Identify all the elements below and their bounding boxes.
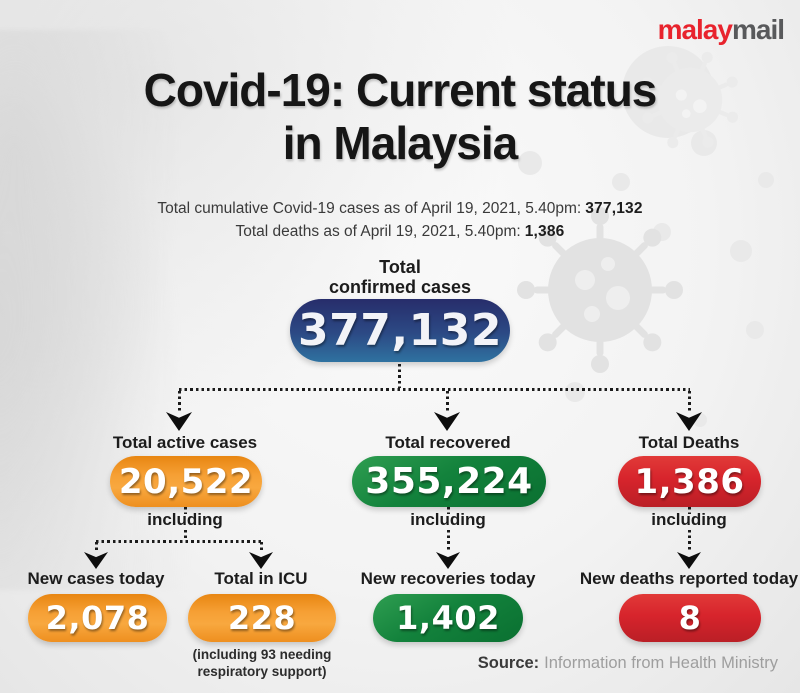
virus-icon [517, 207, 683, 373]
total-confirmed-value: 377,132 [298, 305, 502, 356]
root-node-label: Total confirmed cases [328, 257, 472, 297]
connector-deaths-vertical [688, 391, 691, 412]
source-text: Information from Health Ministry [544, 654, 778, 672]
active-cases-label: Total active cases [112, 433, 258, 452]
connector-active-vertical [178, 391, 181, 412]
new-deaths-value: 8 [678, 599, 702, 637]
summary-cases-value: 377,132 [585, 200, 643, 217]
connector-newcases-vertical [95, 542, 98, 553]
active-cases-pill: 20,522 [110, 456, 262, 507]
logo-mail: mail [731, 14, 785, 45]
page-title: Covid-19: Current status in Malaysia [0, 64, 800, 170]
deaths-pill: 1,386 [618, 456, 761, 507]
icu-note: (including 93 needing respiratory suppor… [192, 647, 332, 679]
new-recoveries-value: 1,402 [396, 599, 500, 637]
malaymail-logo: malaymail [657, 14, 785, 45]
including-label-recovered: including [410, 510, 486, 529]
recovered-value: 355,224 [365, 461, 533, 502]
connector-recovered-stub-bottom [447, 530, 450, 552]
summary-deaths-value: 1,386 [524, 223, 565, 240]
summary-line-deaths: Total deaths as of April 19, 2021, 5.40p… [235, 223, 565, 240]
summary-line-cases: Total cumulative Covid-19 cases as of Ap… [157, 200, 643, 217]
connector-icu-vertical [260, 542, 263, 553]
title-line-1: Covid-19: Current status [143, 64, 658, 116]
new-cases-pill: 2,078 [28, 594, 167, 642]
logo-malay: malay [657, 14, 733, 45]
connector-active-stub-top [184, 507, 187, 514]
icu-pill: 228 [188, 594, 336, 642]
title-line-2: in Malaysia [282, 117, 518, 169]
virus-icon [641, 51, 739, 149]
new-cases-label: New cases today [27, 569, 165, 588]
active-cases-value: 20,522 [118, 461, 254, 502]
connector-active-stub-bottom [184, 530, 187, 540]
new-deaths-label: New deaths reported today [579, 569, 799, 588]
icu-value: 228 [227, 599, 297, 637]
new-cases-value: 2,078 [45, 599, 150, 637]
connector-deaths-stub-top [688, 507, 691, 514]
summary-lines: Total cumulative Covid-19 cases as of Ap… [0, 197, 800, 243]
icu-label: Total in ICU [214, 569, 308, 588]
source-line: Source: Information from Health Ministry [478, 654, 778, 673]
recovered-label: Total recovered [385, 433, 511, 452]
deaths-value: 1,386 [634, 461, 745, 502]
connector-recovered-vertical [446, 391, 449, 412]
new-deaths-pill: 8 [619, 594, 761, 642]
connector-recovered-stub-top [447, 507, 450, 514]
recovered-pill: 355,224 [352, 456, 546, 507]
connector-deaths-stub-bottom [688, 530, 691, 552]
source-label: Source: [477, 654, 540, 672]
total-confirmed-pill: 377,132 [290, 299, 510, 362]
new-recoveries-pill: 1,402 [373, 594, 523, 642]
connector-root-stub [398, 364, 401, 388]
connector-level1-horizontal [179, 388, 690, 391]
deaths-label: Total Deaths [638, 433, 740, 452]
connector-level2-horizontal [96, 540, 263, 543]
including-label-deaths: including [651, 510, 727, 529]
including-label-active: including [147, 510, 223, 529]
new-recoveries-label: New recoveries today [360, 569, 536, 588]
